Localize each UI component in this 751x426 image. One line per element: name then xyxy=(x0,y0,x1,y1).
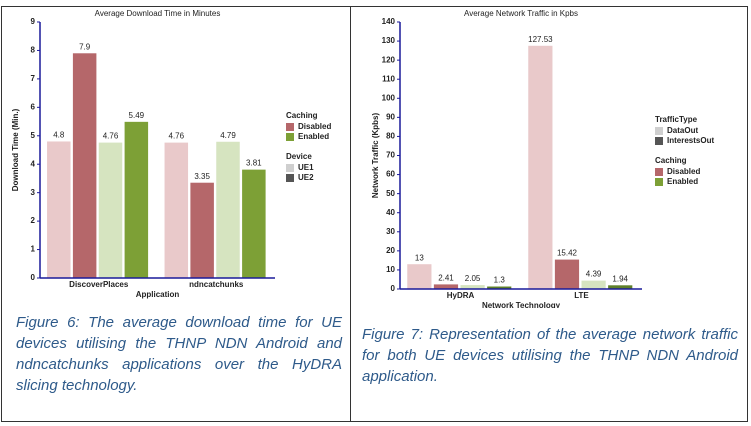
value-label: 4.79 xyxy=(220,131,236,140)
y-tick-label: 120 xyxy=(382,55,396,64)
value-label: 4.76 xyxy=(103,132,119,141)
frame xyxy=(1,6,748,422)
y-tick-label: 40 xyxy=(386,208,395,217)
divider xyxy=(350,6,351,422)
y-tick-label: 10 xyxy=(386,265,395,274)
value-label: 3.35 xyxy=(194,172,210,181)
bar xyxy=(98,142,123,278)
y-tick-label: 70 xyxy=(386,151,395,160)
bar xyxy=(581,280,606,289)
legend-label: Enabled xyxy=(667,177,698,186)
y-tick-label: 110 xyxy=(382,74,395,83)
bar xyxy=(554,259,580,289)
category-label: HyDRA xyxy=(447,291,475,300)
y-tick-label: 7 xyxy=(31,74,36,83)
y-tick-label: 8 xyxy=(31,46,36,55)
legend-swatch xyxy=(655,168,663,176)
legend-swatch xyxy=(655,178,663,186)
legend-title: Caching xyxy=(286,111,318,120)
value-label: 3.81 xyxy=(246,159,262,168)
bar xyxy=(242,169,266,278)
legend-title: Device xyxy=(286,152,312,161)
legend-swatch xyxy=(655,137,663,145)
chart: Average Download Time in Minutes 0 1 2 3 4 5 6 7… xyxy=(11,9,331,299)
legend-title: Caching xyxy=(655,156,687,165)
bar xyxy=(72,53,97,279)
bar xyxy=(460,285,485,289)
category-label: DiscoverPlaces xyxy=(69,280,129,289)
value-label: 2.41 xyxy=(438,274,454,283)
y-tick-label: 3 xyxy=(31,188,36,197)
y-axis-label: Network Traffic (Kpbs) xyxy=(371,112,380,198)
y-tick-label: 5 xyxy=(31,131,36,140)
legend-title: TrafficType xyxy=(655,115,698,124)
legend-label: Disabled xyxy=(298,122,331,131)
chart: Average Network Traffic in Kpbs 0 10 20 30 40… xyxy=(371,9,714,308)
legend-label: UE1 xyxy=(298,163,314,172)
bar xyxy=(528,45,553,289)
y-tick-label: 100 xyxy=(382,93,396,102)
caption: Figure 7: Representation of the average … xyxy=(362,326,738,385)
value-label: 1.94 xyxy=(612,274,628,283)
value-label: 4.8 xyxy=(53,131,65,140)
y-tick-label: 50 xyxy=(386,189,395,198)
legend-label: DataOut xyxy=(667,126,698,135)
y-tick-label: 140 xyxy=(382,17,396,26)
legend-swatch xyxy=(286,174,294,182)
y-tick-label: 4 xyxy=(31,159,36,168)
legend-label: Disabled xyxy=(667,167,700,176)
y-tick-label: 90 xyxy=(386,112,395,121)
bar xyxy=(487,286,512,289)
bar xyxy=(190,182,214,278)
bar xyxy=(164,142,189,278)
y-tick-label: 9 xyxy=(31,17,36,26)
y-tick-label: 2 xyxy=(31,216,36,225)
value-label: 7.9 xyxy=(79,42,91,51)
caption: Figure 6: The average download time for … xyxy=(16,314,342,394)
value-label: 2.05 xyxy=(465,274,481,283)
legend-swatch xyxy=(286,123,294,131)
x-axis-label: Network Technology xyxy=(482,301,561,308)
value-label: 4.39 xyxy=(586,270,602,279)
bar xyxy=(216,141,240,278)
legend-swatch xyxy=(655,127,663,135)
chart-title: Average Download Time in Minutes xyxy=(95,9,221,18)
bar xyxy=(433,284,459,289)
value-label: 4.76 xyxy=(169,132,185,141)
legend-label: UE2 xyxy=(298,173,314,182)
bar xyxy=(124,121,149,278)
bar xyxy=(47,141,71,278)
y-tick-label: 60 xyxy=(386,170,395,179)
category-label: ndncatchunks xyxy=(189,280,244,289)
y-tick-label: 1 xyxy=(31,245,36,254)
legend-label: InterestsOut xyxy=(667,136,714,145)
legend-swatch xyxy=(286,164,294,172)
value-label: 127.53 xyxy=(528,35,553,44)
y-tick-label: 6 xyxy=(31,102,36,111)
value-label: 13 xyxy=(415,253,424,262)
y-tick-label: 0 xyxy=(31,273,36,282)
chart-title: Average Network Traffic in Kpbs xyxy=(464,9,578,18)
category-label: LTE xyxy=(574,291,589,300)
y-tick-label: 20 xyxy=(386,246,395,255)
value-label: 1.3 xyxy=(494,276,506,285)
y-tick-label: 80 xyxy=(386,132,395,141)
bar xyxy=(608,285,633,289)
value-label: 5.49 xyxy=(129,111,145,120)
y-tick-label: 30 xyxy=(386,227,395,236)
x-axis-label: Application xyxy=(136,290,180,299)
value-label: 15.42 xyxy=(557,249,578,258)
bar xyxy=(407,264,432,289)
y-tick-label: 130 xyxy=(382,36,396,45)
legend-swatch xyxy=(286,133,294,141)
legend-label: Enabled xyxy=(298,132,329,141)
y-axis-label: Download Time (Min.) xyxy=(11,108,20,191)
y-tick-label: 0 xyxy=(391,284,396,293)
